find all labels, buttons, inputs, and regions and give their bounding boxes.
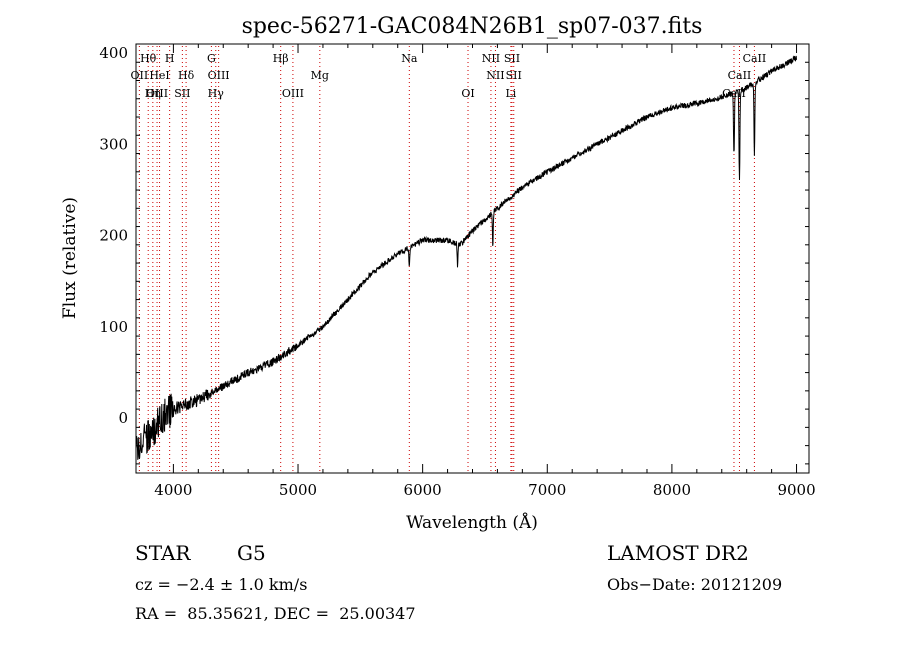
x-tick-label: 7000 bbox=[528, 481, 566, 499]
obs-date: Obs−Date: 20121209 bbox=[607, 575, 783, 594]
line-label: OIII bbox=[208, 69, 230, 82]
plot-frame bbox=[135, 43, 810, 474]
line-label: OI bbox=[461, 87, 474, 100]
object-type: STAR bbox=[135, 541, 191, 565]
y-tick-label: 300 bbox=[99, 135, 128, 153]
line-label: Hβ bbox=[273, 52, 289, 65]
line-label: Hγ bbox=[208, 87, 225, 100]
spectrum-line bbox=[135, 55, 797, 460]
y-tick-label: 200 bbox=[99, 227, 128, 245]
plot-area: HθOIIOIIIHηHeIHHδSIIGOIIIHγHβOIIIMgNaOIN… bbox=[99, 43, 816, 499]
chart-title: spec-56271-GAC084N26B1_sp07-037.fits bbox=[242, 14, 703, 39]
y-tick-label: 0 bbox=[118, 409, 128, 427]
line-label: Na bbox=[401, 52, 418, 65]
spectral-subclass: G5 bbox=[237, 541, 266, 565]
line-label: G bbox=[207, 52, 216, 65]
y-tick-label: 100 bbox=[99, 318, 128, 336]
x-tick-label: 5000 bbox=[279, 481, 317, 499]
line-label: CaII bbox=[743, 52, 767, 65]
line-label: HeI bbox=[149, 69, 169, 82]
x-axis-label: Wavelength (Å) bbox=[406, 512, 538, 533]
line-label: Hδ bbox=[178, 69, 195, 82]
line-label: H bbox=[165, 52, 175, 65]
line-label: NII bbox=[482, 52, 500, 65]
line-label: Mg bbox=[311, 69, 329, 82]
coordinates: RA = 85.35621, DEC = 25.00347 bbox=[135, 604, 416, 623]
x-tick-label: 8000 bbox=[653, 481, 691, 499]
line-label: OIII bbox=[146, 87, 168, 100]
line-label: OIII bbox=[282, 87, 304, 100]
line-label: Hθ bbox=[140, 52, 157, 65]
line-label: NII bbox=[486, 69, 504, 82]
x-tick-label: 6000 bbox=[404, 481, 442, 499]
line-label: Hη bbox=[145, 87, 161, 100]
x-tick-label: 9000 bbox=[777, 481, 815, 499]
line-label: CaII bbox=[728, 69, 752, 82]
line-label: SII bbox=[504, 52, 520, 65]
line-label: CaII bbox=[722, 87, 746, 100]
x-tick-label: 4000 bbox=[154, 481, 192, 499]
survey-name: LAMOST DR2 bbox=[607, 541, 749, 565]
line-label: SII bbox=[506, 69, 522, 82]
line-label: Li bbox=[505, 87, 516, 100]
line-label: OII bbox=[131, 69, 149, 82]
redshift-readout: cz = −2.4 ± 1.0 km/s bbox=[135, 575, 308, 594]
y-axis-label: Flux (relative) bbox=[60, 197, 80, 319]
line-label: SII bbox=[174, 87, 190, 100]
y-tick-label: 400 bbox=[99, 44, 128, 62]
